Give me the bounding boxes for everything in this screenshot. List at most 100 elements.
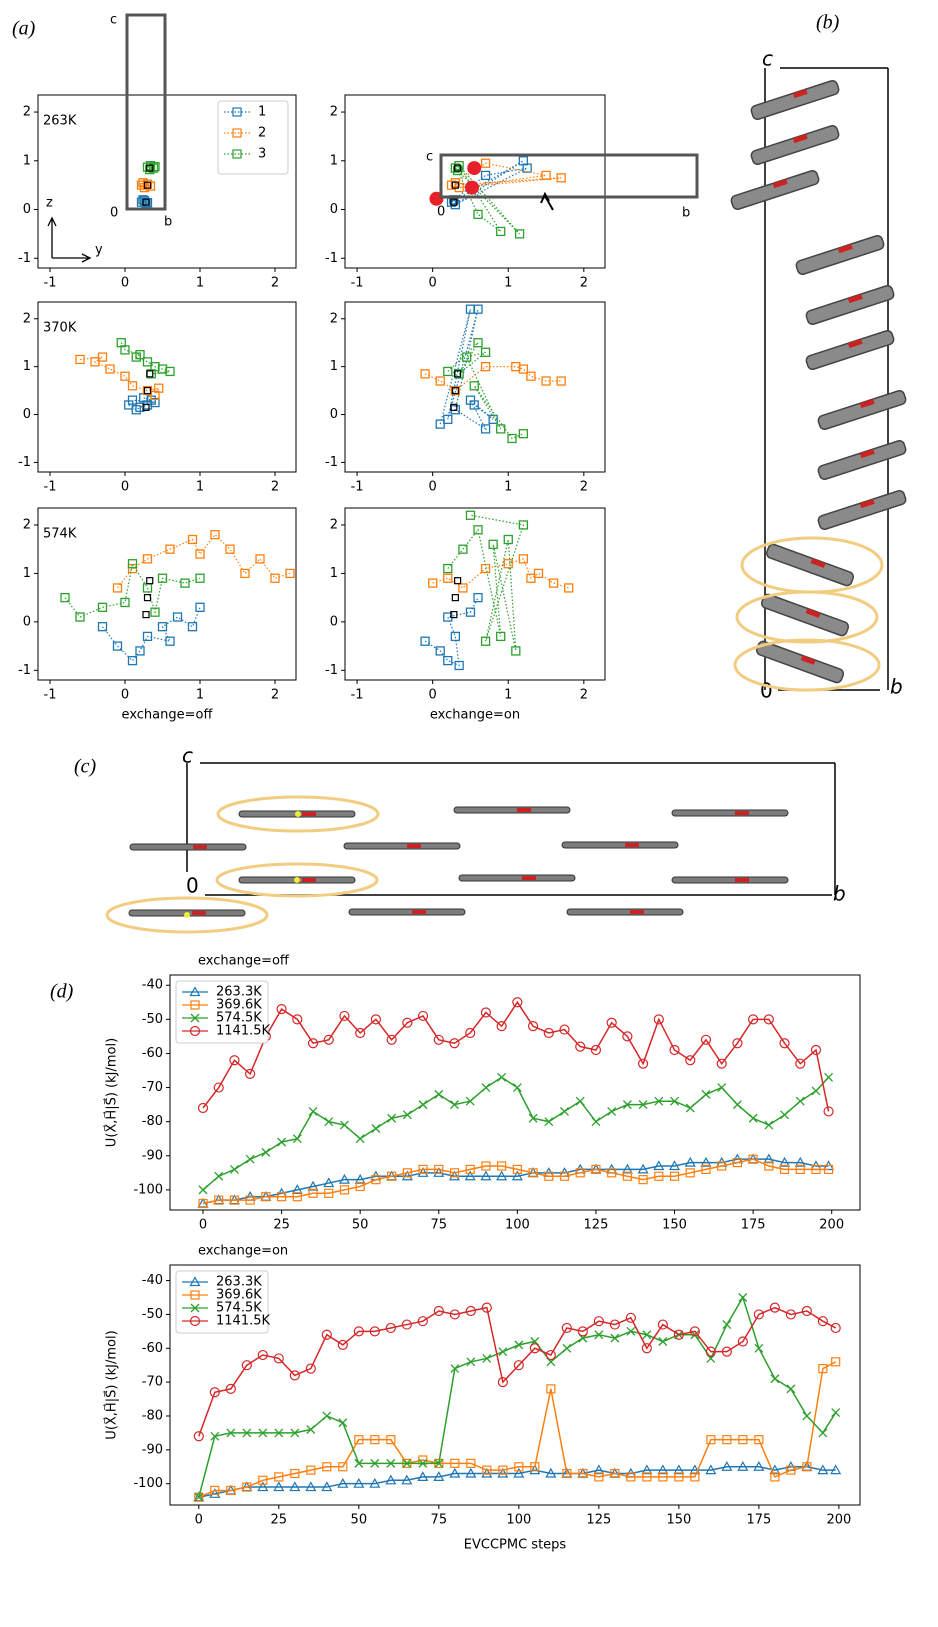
marker: [702, 1090, 710, 1098]
y-tick-label: 2: [23, 517, 31, 532]
point: [99, 353, 107, 361]
axis-arrow-label: z: [46, 196, 53, 211]
x-tick-label: 75: [431, 1513, 448, 1528]
x-tick-label: 0: [195, 1513, 203, 1528]
marker: [749, 1114, 757, 1122]
marker: [372, 1124, 380, 1132]
x-tick-label: 2: [580, 688, 588, 703]
x-tick-label: 150: [666, 1513, 691, 1528]
oxygen: [302, 878, 316, 882]
marker: [812, 1087, 820, 1095]
legend-label: 2: [258, 126, 266, 141]
x-tick-label: 175: [746, 1513, 771, 1528]
y-tick-label: -1: [18, 251, 31, 266]
marker: [499, 1348, 507, 1356]
point: [181, 579, 189, 587]
legend-label: 1: [258, 105, 266, 120]
molecule-body: [750, 124, 840, 165]
point: [459, 584, 467, 592]
point: [466, 511, 474, 519]
y-tick-label: 0: [23, 614, 31, 629]
marker: [576, 1097, 584, 1105]
marker: [739, 1293, 747, 1301]
x-tick-label: 0: [121, 480, 129, 495]
point: [512, 363, 520, 371]
series-line: [199, 1308, 836, 1437]
molecule-body: [760, 593, 849, 637]
oxygen: [412, 910, 426, 914]
oxygen: [735, 878, 749, 882]
y-tick-label: 2: [23, 311, 31, 326]
marker: [435, 1090, 443, 1098]
oxygen: [735, 811, 749, 815]
cell-label: c: [110, 13, 117, 28]
oxygen: [302, 812, 316, 816]
point: [196, 603, 204, 611]
marker: [781, 1111, 789, 1119]
marker: [686, 1104, 694, 1112]
x-tick-label: 1: [504, 276, 512, 291]
y-tick-label: 1: [330, 153, 338, 168]
marker: [199, 1186, 207, 1194]
y-tick-label: -100: [133, 1476, 163, 1491]
legend-label: 1141.5K: [216, 1024, 270, 1039]
oxygen: [407, 844, 421, 848]
molecule: [567, 909, 683, 915]
oxygen: [522, 876, 536, 880]
x-tick-label: 1: [504, 688, 512, 703]
marker: [482, 1084, 490, 1092]
y-tick-label: -90: [142, 1148, 163, 1163]
trajectory: [425, 367, 561, 391]
point: [444, 657, 452, 665]
y-tick-label: 1: [23, 153, 31, 168]
marker: [803, 1412, 811, 1420]
x-tick-label: 100: [505, 1218, 530, 1233]
molecule: [454, 807, 570, 813]
marker: [825, 1073, 833, 1081]
molecule: [755, 640, 844, 684]
x-tick-label: 200: [819, 1218, 844, 1233]
x-tick-label: 1: [196, 276, 204, 291]
point: [470, 382, 478, 390]
y-tick-label: 0: [330, 614, 338, 629]
y-tick-label: -90: [142, 1442, 163, 1457]
x-tick-label: 0: [429, 480, 437, 495]
point: [557, 377, 565, 385]
trajectory: [65, 564, 200, 617]
plot-frame: [38, 508, 296, 680]
point: [451, 632, 459, 640]
y-tick-label: 1: [330, 566, 338, 581]
chart-title: exchange=on: [198, 1244, 288, 1259]
figure: (a) (b) (c) (d) c 0 b c 0 b -1012-101226…: [0, 0, 938, 1627]
axis-arrow-label: y: [95, 243, 103, 258]
point: [527, 372, 535, 380]
marker: [832, 1409, 840, 1417]
y-tick-label: 0: [330, 202, 338, 217]
unit-cell-b: [765, 68, 888, 690]
x-tick-label: 0: [199, 1218, 207, 1233]
axis-label: b: [833, 882, 846, 906]
reference-point: [147, 578, 153, 584]
y-tick-label: 2: [330, 517, 338, 532]
series-line: [203, 1002, 829, 1111]
panel-title: 574K: [43, 527, 77, 542]
y-tick-label: 1: [23, 566, 31, 581]
x-axis-label: EVCCPMC steps: [464, 1538, 567, 1553]
panel-label: (d): [50, 981, 74, 1003]
molecule: [795, 234, 885, 275]
atom: [294, 877, 300, 883]
molecule: [750, 124, 840, 165]
marker: [771, 1375, 779, 1383]
marker: [246, 1155, 254, 1163]
x-tick-label: 1: [196, 480, 204, 495]
y-tick-label: -100: [133, 1182, 163, 1197]
point: [519, 365, 527, 373]
atom: [295, 811, 301, 817]
marker: [787, 1385, 795, 1393]
reference-point: [452, 595, 458, 601]
marker: [498, 1073, 506, 1081]
y-tick-label: -50: [142, 1307, 163, 1322]
point: [512, 647, 520, 655]
molecule-body: [730, 169, 820, 210]
molecule: [817, 389, 907, 430]
